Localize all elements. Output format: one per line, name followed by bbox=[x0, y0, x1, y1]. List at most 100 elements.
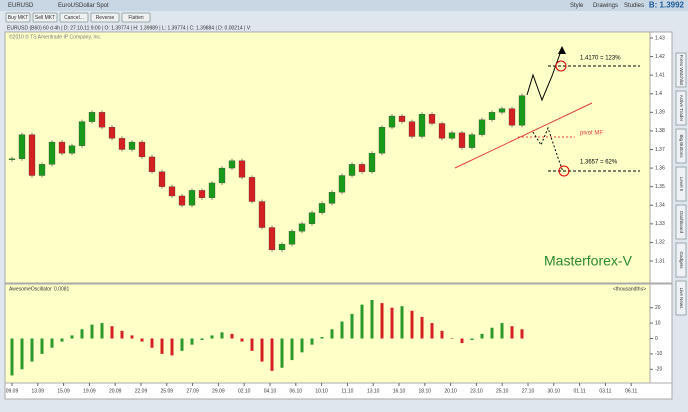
x-tick-label: 02.10 bbox=[238, 388, 251, 394]
y-tick-label: 10 bbox=[655, 320, 661, 326]
y-tick-label: 20 bbox=[655, 305, 661, 311]
button[interactable] bbox=[90, 12, 120, 23]
x-tick-label: 04.10 bbox=[264, 388, 277, 394]
annotation: Masterforex-V bbox=[544, 253, 633, 269]
side-tab[interactable] bbox=[675, 204, 687, 240]
oscillator-bar bbox=[180, 338, 184, 351]
side-tab-label[interactable]: Live News bbox=[679, 288, 684, 310]
candle bbox=[48, 141, 56, 165]
oscillator-bar bbox=[120, 330, 124, 339]
oscillator-bar bbox=[290, 338, 294, 361]
button-label[interactable]: Sell MKT bbox=[35, 15, 55, 21]
side-tab-label[interactable]: Active Trader bbox=[679, 95, 684, 122]
oscillator-value: 0.0081 bbox=[54, 286, 70, 292]
menu-item[interactable]: Style bbox=[570, 3, 584, 9]
side-tab[interactable] bbox=[675, 280, 687, 316]
side-tab[interactable] bbox=[675, 90, 687, 126]
oscillator-bar bbox=[150, 338, 154, 348]
x-tick-label: 25.09 bbox=[161, 388, 174, 394]
button-label[interactable]: Buy MKT bbox=[8, 15, 29, 21]
button-label[interactable]: Cancel... bbox=[64, 15, 84, 21]
oscillator-bar bbox=[440, 330, 444, 339]
menu-item[interactable]: Drawings bbox=[593, 3, 618, 9]
oscillator-bar bbox=[320, 336, 324, 339]
button-label[interactable]: Flatten bbox=[128, 15, 144, 21]
x-tick-label: 30.10 bbox=[548, 388, 561, 394]
arrow-head bbox=[558, 46, 566, 54]
side-tab[interactable] bbox=[675, 52, 687, 88]
candle bbox=[288, 231, 296, 245]
oscillator-bar bbox=[400, 306, 404, 339]
button[interactable] bbox=[5, 12, 31, 23]
oscillator-bar bbox=[420, 316, 424, 339]
candle bbox=[248, 177, 256, 202]
x-tick-label: 09.09 bbox=[6, 388, 19, 394]
oscillator-bar bbox=[360, 304, 364, 339]
candle bbox=[408, 121, 416, 137]
oscillator-bar bbox=[300, 338, 304, 353]
candle bbox=[58, 141, 66, 154]
price-axis bbox=[649, 31, 673, 284]
button-label[interactable]: Reverse bbox=[96, 15, 115, 21]
x-tick-label: 23.10 bbox=[470, 388, 483, 394]
candle bbox=[198, 190, 206, 198]
oscillator-bar bbox=[340, 321, 344, 339]
candle bbox=[218, 167, 226, 184]
projection-arrow bbox=[526, 47, 563, 102]
oscillator-bar bbox=[260, 338, 264, 362]
candle bbox=[18, 134, 26, 159]
symbol[interactable]: EURUSD bbox=[8, 3, 34, 9]
side-tab-label[interactable]: Level II bbox=[679, 177, 684, 192]
oscillator-bar bbox=[500, 323, 504, 339]
watermark: ©2010 © TS Ameritrade IP Company, Inc. bbox=[9, 33, 101, 40]
oscillator-bar bbox=[200, 338, 204, 341]
oscillator-bar bbox=[140, 338, 144, 342]
candle bbox=[388, 115, 396, 128]
oscillator-bar bbox=[170, 338, 174, 356]
oscillator-bar bbox=[390, 307, 394, 339]
side-tab-label[interactable]: Forex Watchlist bbox=[679, 55, 684, 87]
candle bbox=[358, 164, 366, 172]
candle bbox=[268, 227, 276, 251]
x-tick-label: 06.10 bbox=[290, 388, 303, 394]
oscillator-bar bbox=[520, 329, 524, 339]
y-tick-label: 1.32 bbox=[655, 240, 665, 246]
candle bbox=[128, 141, 136, 150]
x-tick-label: 13.09 bbox=[32, 388, 45, 394]
button[interactable] bbox=[32, 12, 58, 23]
side-tab[interactable] bbox=[675, 128, 687, 164]
annotation: 1.4170 = 123% bbox=[580, 56, 621, 62]
y-tick-label: 0 bbox=[655, 336, 658, 342]
trend-line bbox=[454, 102, 593, 169]
oscillator-bar bbox=[250, 338, 254, 351]
oscillator-bar bbox=[40, 338, 44, 354]
x-tick-label: 01.11 bbox=[574, 388, 586, 394]
oscillator-bar bbox=[240, 338, 244, 342]
menu-item[interactable]: Studies bbox=[624, 3, 644, 9]
description: EuroUSDollar Spot bbox=[58, 3, 109, 9]
button[interactable] bbox=[121, 12, 151, 23]
side-tab[interactable] bbox=[675, 242, 687, 278]
oscillator-bar bbox=[280, 338, 284, 368]
button[interactable] bbox=[59, 12, 89, 23]
oscillator-bar bbox=[490, 327, 494, 339]
y-tick-label: 1.38 bbox=[655, 128, 665, 134]
bid-price: B: 1.3992 bbox=[649, 1, 685, 10]
candle bbox=[348, 164, 356, 176]
oscillator-bar bbox=[350, 313, 354, 339]
side-tab-label[interactable]: Big Buttons bbox=[679, 134, 684, 158]
candle bbox=[148, 156, 156, 172]
x-tick-label: 06.11 bbox=[625, 388, 637, 394]
side-tab-label[interactable]: Gadgets bbox=[679, 251, 684, 269]
target-circle bbox=[555, 60, 567, 72]
side-tab[interactable] bbox=[675, 166, 687, 202]
candle bbox=[158, 171, 166, 187]
y-tick-label: -20 bbox=[655, 367, 662, 373]
x-tick-label: 18.10 bbox=[419, 388, 432, 394]
annotation: pivot MF bbox=[580, 131, 603, 137]
side-tab-label[interactable]: Dashboard bbox=[679, 211, 684, 234]
candle bbox=[178, 195, 186, 206]
x-tick-label: 16.10 bbox=[393, 388, 406, 394]
y-tick-label: 1.34 bbox=[655, 203, 665, 209]
